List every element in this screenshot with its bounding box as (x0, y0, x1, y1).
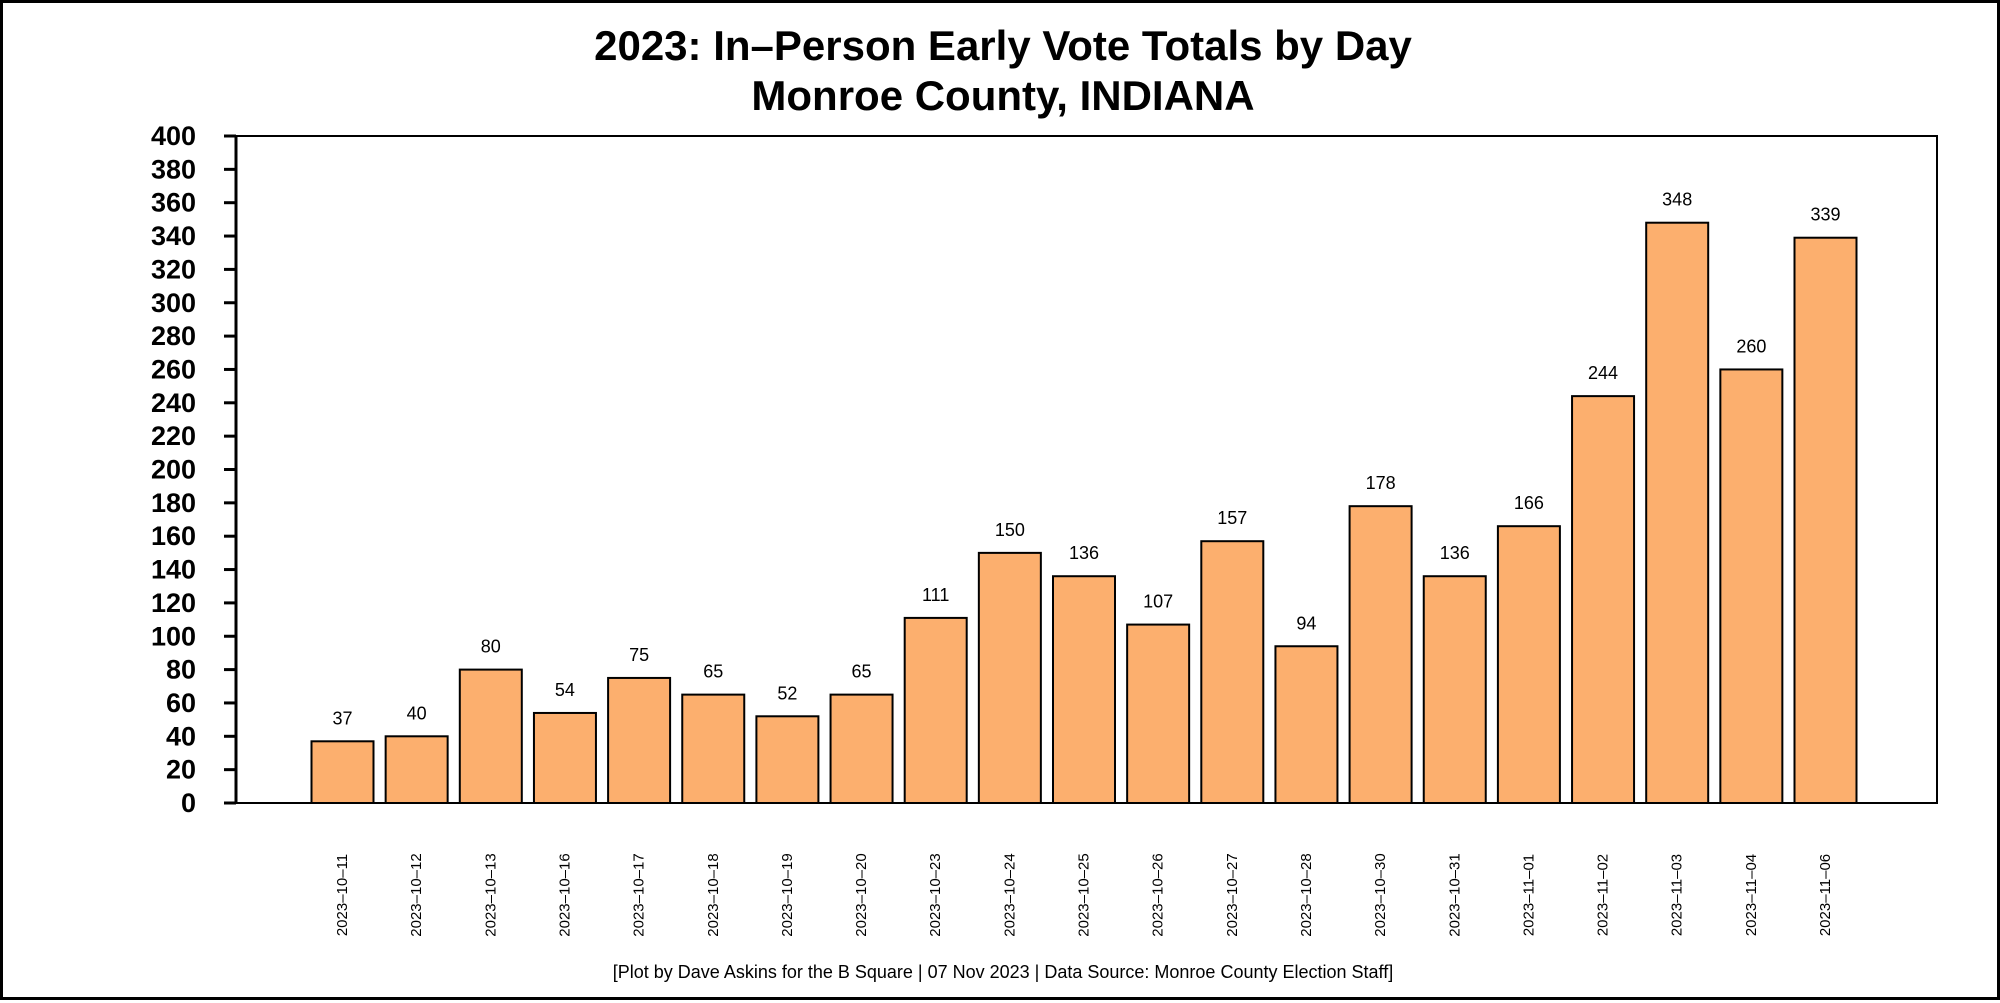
y-tick-label: 220 (151, 421, 196, 451)
x-tick-label: 2023–10–16 (556, 853, 573, 936)
bar-value-label: 244 (1588, 363, 1618, 383)
bar-value-label: 178 (1366, 473, 1396, 493)
y-tick-label: 100 (151, 621, 196, 651)
y-tick-label: 0 (181, 788, 196, 818)
y-tick-label: 300 (151, 288, 196, 318)
bar-value-label: 260 (1736, 336, 1766, 356)
bar-value-label: 65 (703, 662, 723, 682)
bar (1496, 525, 1561, 804)
bar (977, 551, 1042, 804)
x-tick-label: 2023–10–28 (1298, 853, 1315, 936)
bar (532, 711, 597, 805)
y-tick-label: 380 (151, 154, 196, 184)
x-tick-label: 2023–11–06 (1817, 854, 1834, 936)
bar-value-label: 107 (1143, 592, 1173, 612)
chart-title: 2023: In–Person Early Vote Totals by Day (594, 22, 1412, 69)
y-tick-label: 340 (151, 221, 196, 251)
y-tick-label: 400 (151, 121, 196, 151)
y-tick-label: 80 (166, 655, 196, 685)
y-tick-label: 140 (151, 555, 196, 585)
bar-value-label: 150 (995, 520, 1025, 540)
bar (310, 740, 375, 804)
bar-value-label: 348 (1662, 190, 1692, 210)
x-tick-label: 2023–10–25 (1076, 853, 1093, 936)
bar-value-label: 166 (1514, 493, 1544, 513)
x-tick-label: 2023–10–30 (1372, 853, 1389, 936)
y-tick-label: 240 (151, 388, 196, 418)
y-tick-label: 360 (151, 188, 196, 218)
x-tick-label: 2023–10–26 (1150, 853, 1167, 936)
x-tick-label: 2023–10–17 (631, 853, 648, 936)
bar (1348, 505, 1413, 804)
bar-value-label: 40 (407, 703, 427, 723)
bar (1274, 645, 1339, 804)
bar (1200, 540, 1265, 804)
bar-value-label: 65 (852, 662, 872, 682)
bar-value-label: 136 (1440, 543, 1470, 563)
value-labels-group: 37 40 80 54 75 65 52 65 111 150 136 107 157 94 178 136 1… (332, 190, 1840, 729)
y-axis: 0204060801001201401601802002202402602803… (151, 121, 238, 818)
bar-value-label: 157 (1217, 508, 1247, 528)
y-tick-label: 120 (151, 588, 196, 618)
x-tick-label: 2023–11–04 (1743, 854, 1760, 936)
bar-value-label: 54 (555, 680, 575, 700)
x-tick-label: 2023–10–11 (334, 854, 351, 936)
bar (1719, 368, 1784, 804)
bar-value-label: 339 (1810, 205, 1840, 225)
bar-value-label: 111 (922, 585, 949, 605)
bar (607, 676, 672, 804)
bar (1126, 623, 1191, 805)
x-tick-label: 2023–10–19 (779, 853, 796, 936)
bar-value-label: 75 (629, 645, 649, 665)
y-tick-label: 20 (166, 755, 196, 785)
bar (1793, 236, 1858, 804)
chart-subtitle: Monroe County, INDIANA (751, 72, 1254, 119)
bar-value-label: 80 (481, 637, 501, 657)
bar (755, 715, 820, 804)
bar-chart: 2023: In–Person Early Vote Totals by Day… (151, 22, 1938, 982)
bar (1052, 575, 1116, 804)
x-tick-label: 2023–11–03 (1669, 854, 1686, 936)
bars-group (310, 221, 1858, 805)
bar (903, 616, 968, 804)
y-tick-label: 260 (151, 354, 196, 384)
x-tick-label: 2023–10–24 (1001, 853, 1018, 936)
x-axis: 2023–10–11 2023–10–12 2023–10–13 2023–10–16… (334, 853, 1834, 936)
x-tick-label: 2023–10–12 (408, 853, 425, 936)
y-tick-label: 280 (151, 321, 196, 351)
x-tick-label: 2023–11–02 (1595, 854, 1612, 936)
x-tick-label: 2023–10–27 (1224, 853, 1241, 936)
chart-footer: [Plot by Dave Askins for the B Square | … (613, 962, 1393, 982)
bar (681, 693, 746, 804)
x-tick-label: 2023–11–01 (1520, 854, 1537, 936)
x-tick-label: 2023–10–23 (927, 853, 944, 936)
x-tick-label: 2023–10–18 (705, 853, 722, 936)
bar (458, 668, 523, 804)
y-tick-label: 60 (166, 688, 196, 718)
x-tick-label: 2023–10–31 (1446, 853, 1463, 936)
bar (1571, 395, 1636, 804)
bar (1422, 575, 1487, 804)
bar (1645, 221, 1710, 804)
y-tick-label: 200 (151, 455, 196, 485)
x-tick-label: 2023–10–20 (853, 853, 870, 936)
bar (384, 735, 449, 804)
bar-value-label: 136 (1069, 543, 1099, 563)
bar-value-label: 52 (777, 683, 797, 703)
bar (829, 693, 894, 804)
bar-value-label: 94 (1296, 613, 1316, 633)
y-tick-label: 320 (151, 254, 196, 284)
y-tick-label: 180 (151, 488, 196, 518)
x-tick-label: 2023–10–13 (482, 853, 499, 936)
y-tick-label: 40 (166, 721, 196, 751)
bar-value-label: 37 (332, 708, 352, 728)
y-tick-label: 160 (151, 521, 196, 551)
